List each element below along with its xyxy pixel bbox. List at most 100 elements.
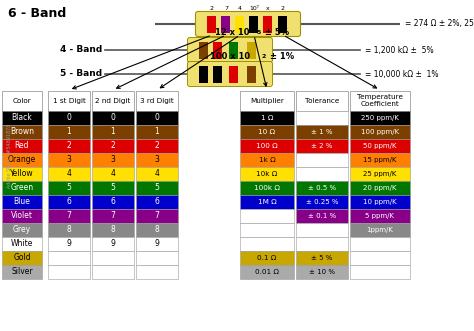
Text: 5 - Band: 5 - Band (60, 70, 102, 78)
Text: 12 x 10: 12 x 10 (215, 28, 249, 37)
Text: 1: 1 (67, 127, 72, 136)
Bar (350, 209, 410, 223)
Bar (213, 66, 222, 82)
Text: = 10,000 kΩ ±  1%: = 10,000 kΩ ± 1% (365, 70, 438, 78)
Text: 9: 9 (155, 240, 159, 249)
Bar (240, 265, 294, 279)
Bar (350, 181, 410, 195)
Bar (240, 223, 294, 237)
Text: ± 5%: ± 5% (265, 28, 289, 37)
Text: 1 Ω: 1 Ω (261, 115, 273, 121)
Text: 4: 4 (155, 169, 159, 178)
Text: 6: 6 (110, 198, 116, 207)
Text: 2: 2 (110, 141, 115, 151)
Text: Blue: Blue (14, 198, 30, 207)
Bar (136, 223, 178, 237)
Bar (249, 16, 258, 32)
Text: ± 0.25 %: ± 0.25 % (306, 199, 338, 205)
Bar (240, 153, 294, 167)
Bar (48, 181, 90, 195)
Bar (136, 111, 178, 125)
Text: Multiplier: Multiplier (250, 98, 284, 104)
Text: 9: 9 (66, 240, 72, 249)
Bar (296, 153, 348, 167)
Text: 0.1 Ω: 0.1 Ω (257, 255, 277, 261)
Bar (296, 223, 348, 237)
Bar (229, 41, 238, 59)
Text: x: x (266, 7, 270, 12)
Text: 10 ppm/K: 10 ppm/K (363, 199, 397, 205)
Bar (92, 181, 134, 195)
Bar (296, 237, 348, 251)
Text: 10 Ω: 10 Ω (258, 129, 275, 135)
Text: Black: Black (12, 114, 32, 122)
Bar (92, 237, 134, 251)
Text: Violet: Violet (11, 212, 33, 220)
Bar (2, 195, 42, 209)
Text: 100k Ω: 100k Ω (254, 185, 280, 191)
Text: 4: 4 (110, 169, 116, 178)
Bar (350, 139, 410, 153)
Bar (136, 209, 178, 223)
Bar (92, 251, 134, 265)
Text: 0: 0 (66, 114, 72, 122)
Text: ± 5 %: ± 5 % (311, 255, 333, 261)
Bar (350, 111, 410, 125)
Bar (92, 195, 134, 209)
Text: 2: 2 (210, 7, 214, 12)
Bar (350, 167, 410, 181)
Bar (48, 167, 90, 181)
Bar (136, 181, 178, 195)
Bar (2, 209, 42, 223)
Text: Red: Red (15, 141, 29, 151)
Bar (136, 251, 178, 265)
Bar (48, 91, 90, 111)
Text: ± 1 %: ± 1 % (311, 129, 333, 135)
Text: 250 ppm/K: 250 ppm/K (361, 115, 399, 121)
Bar (2, 111, 42, 125)
Text: 8: 8 (110, 225, 115, 234)
Bar (92, 111, 134, 125)
Bar (350, 153, 410, 167)
Bar (92, 153, 134, 167)
Bar (296, 125, 348, 139)
Text: 3: 3 (66, 156, 72, 165)
Bar (48, 209, 90, 223)
Bar (136, 91, 178, 111)
Bar (264, 16, 273, 32)
Text: 7: 7 (66, 212, 72, 220)
Bar (350, 251, 410, 265)
Bar (296, 111, 348, 125)
Bar (240, 181, 294, 195)
Bar (240, 195, 294, 209)
Text: Temperature
Coefficient: Temperature Coefficient (357, 94, 403, 108)
Text: 3: 3 (155, 156, 159, 165)
Bar (48, 237, 90, 251)
Text: Brown: Brown (10, 127, 34, 136)
Text: ± 10 %: ± 10 % (309, 269, 335, 275)
Bar (240, 139, 294, 153)
Bar (2, 167, 42, 181)
Text: 7: 7 (224, 7, 228, 12)
Bar (136, 265, 178, 279)
Bar (48, 265, 90, 279)
Text: 100 Ω: 100 Ω (256, 143, 278, 149)
Text: Green: Green (10, 183, 34, 193)
Text: 25 ppm/K: 25 ppm/K (363, 171, 397, 177)
Bar (136, 167, 178, 181)
Bar (2, 125, 42, 139)
Bar (247, 41, 256, 59)
Text: 6: 6 (66, 198, 72, 207)
Text: 5: 5 (257, 30, 261, 35)
Text: 9: 9 (110, 240, 116, 249)
Bar (92, 209, 134, 223)
Text: 0: 0 (155, 114, 159, 122)
Bar (92, 167, 134, 181)
Bar (279, 16, 288, 32)
Text: ± 1%: ± 1% (270, 52, 294, 61)
Text: 15 ppm/K: 15 ppm/K (363, 157, 397, 163)
Bar (136, 237, 178, 251)
Bar (200, 41, 209, 59)
Bar (350, 195, 410, 209)
Text: 100 ppm/K: 100 ppm/K (361, 129, 399, 135)
